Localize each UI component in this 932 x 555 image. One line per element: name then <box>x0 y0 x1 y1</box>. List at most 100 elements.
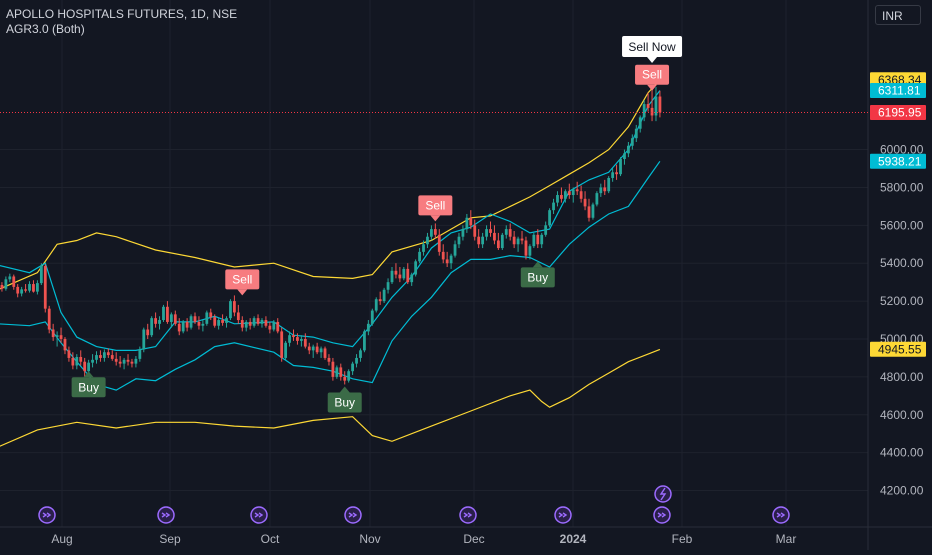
candle-body <box>615 172 618 175</box>
price-label: 5938.21 <box>878 154 922 168</box>
candle-body <box>240 320 244 328</box>
candle-body <box>87 362 91 372</box>
candle-body <box>512 236 516 245</box>
candle-body <box>229 301 232 319</box>
x-tick-label: Dec <box>463 532 484 546</box>
candle-body <box>303 338 307 347</box>
candle-body <box>611 172 615 178</box>
y-tick-label: 4200.00 <box>880 484 924 498</box>
candle-body <box>339 367 343 377</box>
candle-body <box>347 371 351 381</box>
candle-body <box>189 316 193 328</box>
event-arrow-icon <box>463 512 473 518</box>
sell-signal <box>418 195 453 216</box>
candle-body <box>544 225 548 235</box>
callout-label: Sell Now <box>628 40 676 54</box>
event-arrow-icon <box>776 512 786 518</box>
x-tick-label: 2024 <box>560 532 587 546</box>
candle-body <box>465 217 469 230</box>
candle-body <box>398 274 402 279</box>
event-arrow-icon <box>558 512 568 518</box>
buy-signal <box>327 392 362 413</box>
candle-body <box>248 321 252 326</box>
candle-body <box>441 251 445 260</box>
candle-body <box>508 229 512 237</box>
candle-body <box>453 244 457 256</box>
candle-body <box>528 246 532 256</box>
candle-body <box>83 361 87 372</box>
candle-body <box>548 210 551 226</box>
candle-body <box>382 289 386 302</box>
candle-body <box>556 195 559 203</box>
sell-now-callout <box>622 36 683 57</box>
price-label-bg <box>870 82 926 98</box>
candle-body <box>437 234 441 252</box>
buy-signal <box>520 267 555 288</box>
candle-body <box>323 348 327 358</box>
event-arrow-icon <box>348 512 358 518</box>
candle-body <box>138 349 142 359</box>
x-tick-label: Oct <box>261 532 280 546</box>
sell-pointer <box>647 84 658 91</box>
candle-body <box>32 284 35 292</box>
candle-body <box>473 225 477 237</box>
candle-body <box>197 321 201 326</box>
candle-body <box>110 355 114 359</box>
candle-body <box>256 318 260 324</box>
candle-body <box>236 312 240 321</box>
candle-body <box>583 198 587 207</box>
candle-body <box>114 358 118 362</box>
candle-body <box>4 279 8 289</box>
price-label-bg <box>870 341 926 357</box>
price-label: 4945.55 <box>878 342 922 356</box>
candle-body <box>276 321 280 332</box>
candle-body <box>296 337 299 341</box>
lightning-symbol <box>659 487 667 501</box>
candle-body <box>162 306 165 321</box>
signal-label: Buy <box>527 270 548 284</box>
candle-body <box>233 301 236 313</box>
y-tick-label: 5600.00 <box>880 218 924 232</box>
currency-selector[interactable]: INR <box>875 5 921 25</box>
candle-body <box>331 361 335 377</box>
candle-body <box>532 234 536 247</box>
callout-pointer <box>647 57 658 63</box>
candle-body <box>485 229 488 237</box>
candle-body <box>524 240 528 256</box>
y-tick-label: 4400.00 <box>880 446 924 460</box>
candle-body <box>638 117 642 129</box>
candle-body <box>504 229 508 235</box>
candle-body <box>158 320 161 324</box>
candle-body <box>567 191 571 196</box>
band-lower-inner <box>0 160 661 391</box>
candle-body <box>169 314 173 322</box>
candle-body <box>630 138 634 146</box>
candle-body <box>284 342 288 358</box>
signal-label: Sell <box>642 68 662 82</box>
candle-body <box>185 321 189 328</box>
candle-body <box>299 338 303 341</box>
candle-body <box>520 238 524 241</box>
y-tick-label: 4600.00 <box>880 408 924 422</box>
sell-signal <box>635 64 670 85</box>
y-tick-label: 5800.00 <box>880 180 924 194</box>
candle-body <box>595 193 599 205</box>
candle-body <box>319 348 323 353</box>
band-upper-outer <box>0 79 661 290</box>
x-tick-label: Feb <box>672 532 693 546</box>
buy-pointer <box>83 371 94 378</box>
candle-body <box>307 346 311 351</box>
candle-body <box>536 234 540 245</box>
candle-body <box>477 236 481 245</box>
candle-body <box>500 234 504 249</box>
candle-body <box>264 320 268 326</box>
indicator-label[interactable]: AGR3.0 (Both) <box>6 22 85 36</box>
candle-body <box>126 359 130 362</box>
candle-body <box>213 317 217 326</box>
candle-body <box>91 359 94 363</box>
candle-body <box>560 195 563 199</box>
candle-body <box>122 359 126 364</box>
candle-body <box>575 189 579 192</box>
